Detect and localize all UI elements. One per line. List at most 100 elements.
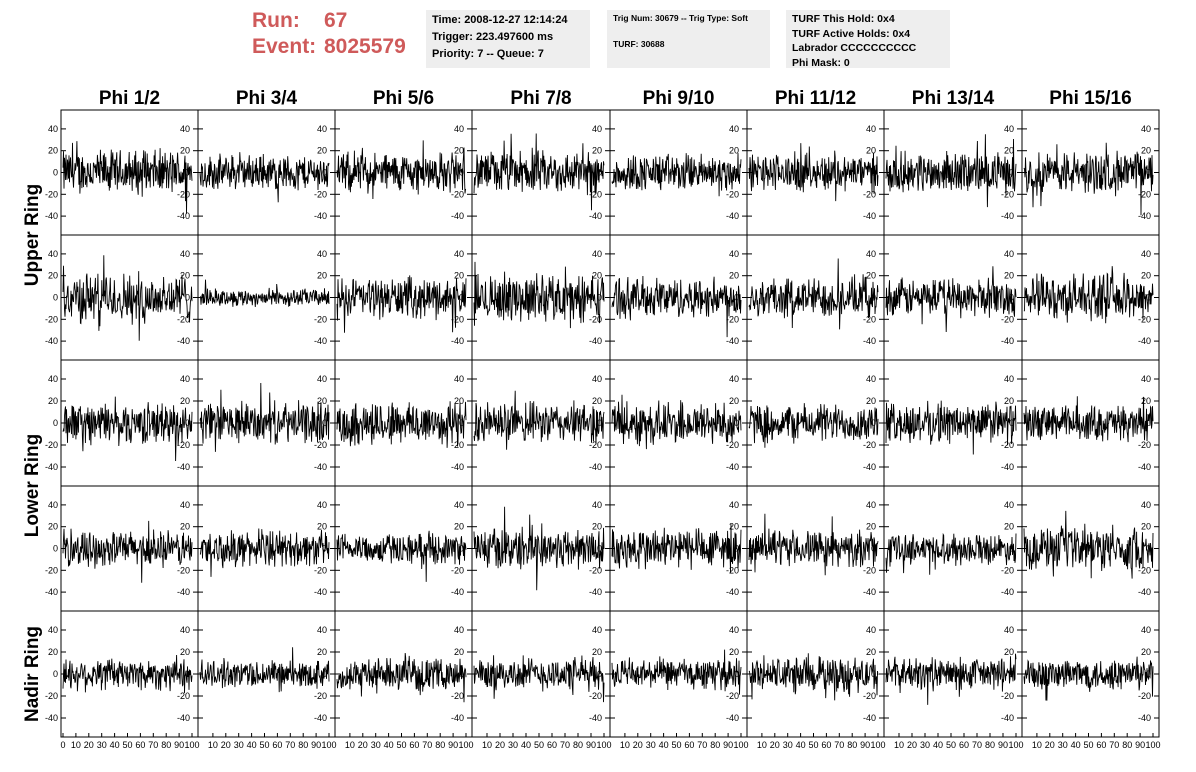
y-tick-label: 0 xyxy=(1146,418,1151,428)
x-tick-label: 60 xyxy=(272,740,282,750)
event-value: 8025579 xyxy=(324,35,406,58)
y-tick-label: 0 xyxy=(459,168,464,178)
y-tick-label: 0 xyxy=(53,669,58,679)
waveform-trace xyxy=(473,133,605,211)
y-tick-label: -20 xyxy=(589,691,602,701)
waveform-trace xyxy=(62,141,193,214)
waveform-trace xyxy=(62,520,193,583)
y-tick-label: 20 xyxy=(454,146,464,156)
x-tick-label: 90 xyxy=(1135,740,1145,750)
x-tick-label: 0 xyxy=(60,740,65,750)
y-tick-label: 20 xyxy=(1004,396,1014,406)
waveform-trace xyxy=(748,143,879,202)
x-tick-label: 40 xyxy=(1071,740,1081,750)
y-tick-label: 20 xyxy=(729,396,739,406)
y-tick-label: -40 xyxy=(863,587,876,597)
row-label: Lower Ring xyxy=(22,434,43,537)
column-header: Phi 9/10 xyxy=(643,88,715,109)
waveform-trace xyxy=(336,401,467,448)
x-tick-label: 10 xyxy=(345,740,355,750)
x-tick-label: 20 xyxy=(495,740,505,750)
column-header: Phi 7/8 xyxy=(510,88,571,109)
y-tick-label: -20 xyxy=(1001,189,1014,199)
y-tick-label: 40 xyxy=(1004,249,1014,259)
y-tick-label: 0 xyxy=(459,544,464,554)
x-tick-label: 60 xyxy=(959,740,969,750)
y-tick-label: -20 xyxy=(1138,691,1151,701)
waveform-trace xyxy=(199,382,330,452)
y-tick-label: -40 xyxy=(45,211,58,221)
y-tick-label: -20 xyxy=(177,314,190,324)
y-tick-label: 20 xyxy=(1141,271,1151,281)
y-tick-label: 20 xyxy=(1004,146,1014,156)
x-tick-label: 40 xyxy=(521,740,531,750)
y-tick-label: -20 xyxy=(863,565,876,575)
y-tick-label: 40 xyxy=(317,374,327,384)
y-tick-label: 20 xyxy=(317,271,327,281)
x-tick-label: 70 xyxy=(697,740,707,750)
y-tick-label: -20 xyxy=(314,189,327,199)
y-tick-label: 40 xyxy=(1141,625,1151,635)
y-tick-label: -20 xyxy=(589,189,602,199)
x-tick-label: 100 xyxy=(1008,740,1023,750)
column-header: Phi 15/16 xyxy=(1049,88,1131,109)
y-tick-label: -20 xyxy=(1001,565,1014,575)
y-tick-label: 20 xyxy=(180,396,190,406)
y-tick-label: 0 xyxy=(185,293,190,303)
x-tick-label: 100 xyxy=(870,740,885,750)
y-tick-label: 40 xyxy=(729,249,739,259)
x-tick-label: 90 xyxy=(723,740,733,750)
priority-text: Priority: 7 -- Queue: 7 xyxy=(432,48,544,60)
y-tick-label: 0 xyxy=(53,418,58,428)
y-tick-label: 0 xyxy=(597,293,602,303)
x-tick-label: 20 xyxy=(633,740,643,750)
y-tick-label: 20 xyxy=(866,146,876,156)
waveform-trace xyxy=(1023,266,1154,324)
y-tick-label: -20 xyxy=(451,565,464,575)
x-tick-label: 80 xyxy=(710,740,720,750)
x-tick-label: 20 xyxy=(84,740,94,750)
y-tick-label: 20 xyxy=(1141,146,1151,156)
y-tick-label: -20 xyxy=(863,314,876,324)
y-tick-label: 20 xyxy=(180,271,190,281)
x-tick-label: 50 xyxy=(122,740,132,750)
y-tick-label: 20 xyxy=(48,647,58,657)
y-tick-label: 40 xyxy=(1141,500,1151,510)
y-tick-label: 20 xyxy=(454,522,464,532)
event-label: Event: xyxy=(252,35,317,58)
y-tick-label: 40 xyxy=(729,124,739,134)
row-label: Nadir Ring xyxy=(22,626,43,722)
waveform-trace xyxy=(62,255,193,341)
y-tick-label: -20 xyxy=(863,440,876,450)
y-tick-label: -40 xyxy=(1001,587,1014,597)
x-tick-label: 30 xyxy=(1058,740,1068,750)
x-tick-label: 70 xyxy=(285,740,295,750)
y-tick-label: 20 xyxy=(1004,271,1014,281)
y-tick-label: -40 xyxy=(863,713,876,723)
y-tick-label: -40 xyxy=(863,462,876,472)
x-tick-label: 10 xyxy=(1032,740,1042,750)
y-tick-label: 40 xyxy=(180,249,190,259)
y-tick-label: -40 xyxy=(726,587,739,597)
column-header: Phi 13/14 xyxy=(912,88,995,109)
y-tick-label: 40 xyxy=(48,124,58,134)
x-tick-label: 100 xyxy=(596,740,611,750)
waveform-trace xyxy=(62,396,193,462)
waveform-trace xyxy=(199,279,330,308)
y-tick-label: -40 xyxy=(177,713,190,723)
waveform-trace xyxy=(611,275,742,338)
y-tick-label: -40 xyxy=(177,211,190,221)
y-tick-label: 0 xyxy=(185,544,190,554)
y-tick-label: 20 xyxy=(729,647,739,657)
y-tick-label: -20 xyxy=(589,440,602,450)
x-tick-label: 90 xyxy=(860,740,870,750)
y-tick-label: 20 xyxy=(48,146,58,156)
waveform-trace xyxy=(611,649,742,695)
y-tick-label: 20 xyxy=(1004,647,1014,657)
y-tick-label: 40 xyxy=(317,500,327,510)
run-event-box: Run: 67 Event: 8025579 xyxy=(252,8,422,64)
x-tick-label: 80 xyxy=(573,740,583,750)
y-tick-label: 20 xyxy=(729,146,739,156)
y-tick-label: -40 xyxy=(177,587,190,597)
